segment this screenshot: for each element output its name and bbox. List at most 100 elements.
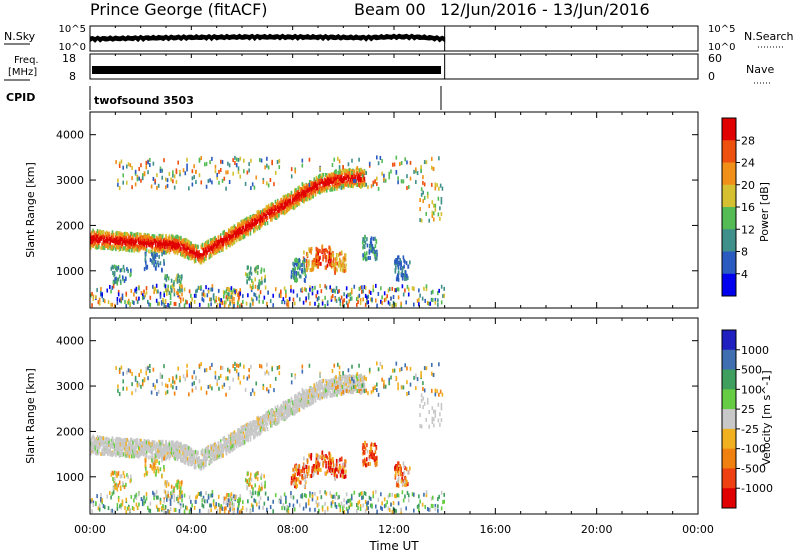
power-cell [287, 300, 290, 305]
power-cell [287, 206, 289, 211]
power-cell [270, 214, 272, 219]
power-cell [173, 241, 175, 246]
power-cell [262, 212, 264, 217]
power-cell [213, 245, 215, 250]
colorbar-tick-label: 28 [741, 134, 755, 147]
power-cell [207, 240, 210, 245]
velocity-cell [148, 444, 150, 449]
power-cell [254, 284, 257, 289]
power-cell [131, 176, 133, 181]
velocity-cell [287, 405, 289, 410]
power-cell [406, 174, 408, 179]
power-cell [246, 216, 248, 221]
power-cell [334, 266, 337, 271]
velocity-cell [145, 440, 148, 445]
power-cell [400, 273, 403, 278]
power-cell [163, 304, 166, 309]
power-cell [233, 288, 235, 293]
power-cell [295, 200, 297, 205]
power-cell [224, 233, 227, 238]
velocity-cell [177, 448, 180, 453]
power-cell [226, 292, 229, 297]
velocity-cell [211, 447, 214, 452]
power-cell [330, 177, 333, 182]
power-cell [205, 243, 207, 248]
power-cell [175, 245, 178, 250]
power-cell [322, 257, 324, 262]
power-cell [238, 223, 240, 228]
power-cell [339, 176, 342, 181]
velocity-cell [168, 442, 171, 447]
power-cell [306, 192, 309, 197]
power-cell [163, 258, 165, 263]
velocity-cell [166, 451, 168, 456]
velocity-cell [197, 460, 199, 465]
power-cell [259, 290, 262, 295]
power-cell [324, 295, 326, 300]
velocity-cell [232, 436, 235, 441]
power-cell [95, 237, 98, 242]
velocity-cell [256, 416, 259, 421]
velocity-cell [178, 453, 181, 458]
power-cell [179, 284, 182, 289]
power-cell [116, 296, 119, 301]
velocity-cell [241, 425, 244, 430]
power-cell [143, 232, 146, 237]
power-cell [261, 222, 263, 227]
power-cell [443, 286, 445, 291]
velocity-cell [131, 443, 133, 448]
power-cell [101, 230, 103, 235]
power-cell [280, 289, 282, 294]
power-cell [215, 240, 217, 245]
power-cell [420, 168, 422, 173]
power-cell [185, 241, 188, 246]
power-cell [263, 268, 265, 273]
velocity-cell [125, 442, 127, 447]
power-cell [105, 234, 108, 239]
power-cell [339, 263, 342, 268]
power-cell [238, 237, 240, 242]
power-cell [309, 287, 311, 292]
power-cell [189, 241, 191, 246]
power-cell [219, 159, 222, 164]
power-cell [185, 250, 188, 255]
velocity-cell [139, 438, 141, 443]
power-cell [297, 271, 300, 276]
power-cell [208, 247, 211, 252]
power-cell [330, 254, 332, 259]
velocity-cell [147, 443, 149, 448]
power-cell [269, 177, 272, 182]
velocity-cell [229, 435, 231, 440]
power-cell [360, 171, 362, 176]
power-cell [214, 169, 217, 174]
velocity-cell [140, 438, 142, 443]
power-cell [308, 157, 311, 162]
power-cell [257, 284, 259, 289]
velocity-cell [231, 448, 233, 453]
power-cell [321, 178, 324, 183]
power-cell [364, 293, 367, 298]
power-cell [172, 179, 174, 184]
power-cell [148, 242, 150, 247]
power-cell [347, 293, 349, 298]
power-cell [344, 175, 346, 180]
power-cell [123, 278, 126, 283]
power-cell [243, 218, 246, 223]
power-cell [165, 236, 167, 241]
power-cell [149, 238, 151, 243]
power-cell [431, 210, 434, 215]
power-cell [119, 236, 122, 241]
power-cell [155, 283, 158, 288]
power-cell [239, 234, 241, 239]
power-cell [400, 160, 403, 165]
velocity-cell [263, 427, 265, 432]
velocity-cell [154, 454, 157, 459]
power-cell [409, 160, 412, 165]
power-cell [266, 221, 269, 226]
power-cell [247, 219, 249, 224]
power-cell [321, 173, 324, 178]
power-cell [271, 214, 273, 219]
velocity-cell [226, 444, 229, 449]
power-cell [258, 279, 261, 284]
power-cell [341, 168, 344, 173]
